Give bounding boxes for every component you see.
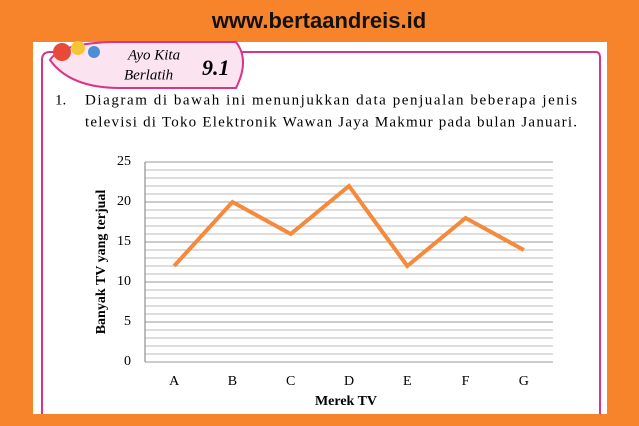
y-tick-label: 5: [124, 314, 131, 329]
x-axis-label: Merek TV: [315, 394, 377, 409]
question-number: 1.: [55, 92, 66, 108]
y-tick-label: 0: [124, 354, 131, 369]
badge-text: Berlatih: [124, 67, 173, 83]
x-tick-label: F: [462, 374, 470, 389]
x-tick-label: B: [228, 374, 237, 389]
question-text: televisi di Toko Elektronik Wawan Jaya M…: [85, 114, 577, 130]
y-tick-label: 25: [117, 154, 131, 169]
paper: [33, 42, 607, 414]
question-text: Diagram di bawah ini menunjukkan data pe…: [85, 92, 577, 108]
badge-dot: [71, 41, 85, 55]
site-url: www.bertaandreis.id: [211, 8, 426, 33]
badge-dot: [53, 43, 71, 61]
data-line: [172, 183, 525, 269]
badge-text: Ayo Kita: [127, 47, 180, 63]
x-tick-label: C: [286, 374, 295, 389]
y-tick-label: 20: [117, 194, 131, 209]
badge-dot: [88, 46, 100, 58]
y-axis-label: Banyak TV yang terjual: [94, 190, 109, 335]
page-border: [41, 51, 601, 414]
x-tick-label: G: [519, 374, 529, 389]
y-tick-label: 10: [117, 274, 131, 289]
x-tick-label: A: [169, 374, 180, 389]
x-tick-label: E: [403, 374, 412, 389]
badge-number: 9.1: [202, 55, 230, 80]
y-tick-label: 15: [117, 234, 131, 249]
x-tick-label: D: [344, 374, 354, 389]
